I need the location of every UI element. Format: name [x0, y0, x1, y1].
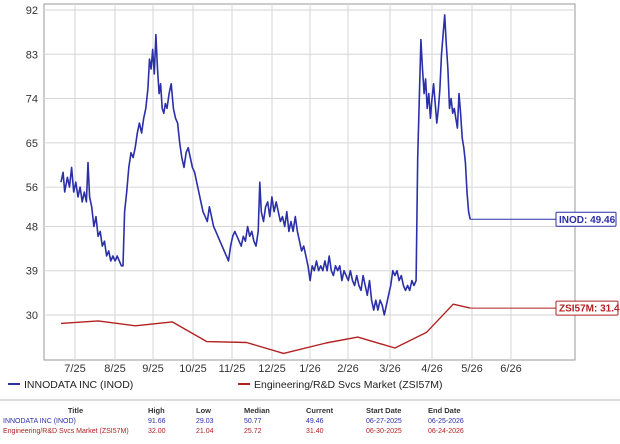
cell-title: Engineering/R&D Svcs Market (ZSI57M): [3, 427, 129, 435]
stats-header-row: Title High Low Median Current Start Date…: [0, 404, 620, 416]
cell-high: 32.00: [148, 427, 166, 435]
y-tick-label: 56: [26, 182, 38, 194]
cell-low: 29.03: [196, 417, 214, 425]
grid: [44, 4, 575, 360]
cell-end-date: 06-24-2026: [428, 427, 464, 435]
cell-title: INNODATA INC (INOD): [3, 417, 76, 425]
header-median: Median: [244, 405, 270, 415]
y-tick-label: 48: [26, 221, 38, 233]
callout-label: ZSI57M: 31.4: [559, 304, 620, 315]
cell-median: 25.72: [244, 427, 262, 435]
cell-start-date: 06-30-2025: [366, 427, 402, 435]
header-end-date: End Date: [428, 405, 461, 415]
y-tick-label: 92: [26, 5, 38, 17]
cell-current: 49.46: [306, 417, 324, 425]
zsi57m-callout: [555, 300, 619, 316]
cell-end-date: 06-25-2026: [428, 417, 464, 425]
inod-callout: [555, 211, 617, 227]
cell-start-date: 06-27-2025: [366, 417, 402, 425]
x-tick-label: 7/25: [64, 363, 85, 375]
y-tick-label: 83: [26, 49, 38, 61]
x-axis-ticks: 7/25 8/25 9/25 10/25 11/25 12/25 1/26 2/26 3/26 4…: [64, 363, 521, 375]
header-title: Title: [67, 405, 84, 415]
x-tick-label: 11/25: [219, 363, 246, 375]
x-tick-label: 5/26: [461, 363, 482, 375]
callout-label: INOD: 49.46: [559, 215, 616, 226]
legend-label-inod: INNODATA INC (INOD): [24, 379, 133, 391]
header-start-date: Start Date: [366, 405, 402, 415]
y-tick-label: 65: [26, 138, 38, 150]
stats-table: Title High Low Median Current Start Date…: [0, 404, 620, 436]
x-tick-label: 9/25: [142, 363, 163, 375]
header-high: High: [148, 405, 165, 415]
legend-label-zsi57m: Engineering/R&D Svcs Market (ZSI57M): [254, 379, 442, 391]
x-tick-label: 4/26: [421, 363, 442, 375]
cell-high: 91.66: [148, 417, 166, 425]
y-tick-label: 74: [26, 94, 38, 106]
cell-current: 31.40: [306, 427, 324, 435]
zsi57m-line: [60, 303, 471, 355]
y-axis-ticks: 92 83 74 65 56 48 39 30: [26, 5, 38, 322]
header-current: Current: [306, 405, 334, 415]
x-tick-label: 8/25: [104, 363, 125, 375]
x-tick-label: 2/26: [337, 363, 358, 375]
series-lines: [60, 14, 471, 355]
header-low: Low: [196, 405, 211, 415]
x-tick-label: 1/26: [299, 363, 320, 375]
callouts: INOD: 49.46 ZSI57M: 31.4: [470, 211, 620, 316]
y-tick-label: 39: [26, 266, 38, 278]
table-row: Engineering/R&D Svcs Market (ZSI57M) 32.…: [0, 426, 620, 436]
table-row: INNODATA INC (INOD) 91.66 29.03 50.77 49…: [0, 416, 620, 426]
cell-median: 50.77: [244, 417, 262, 425]
chart: 92 83 74 65 56 48 39 30 7/25 8/25 9/25 10/25 11/25 1…: [0, 3, 620, 401]
x-tick-label: 6/26: [500, 363, 521, 375]
x-tick-label: 3/26: [379, 363, 400, 375]
x-tick-label: 10/25: [179, 363, 207, 375]
inod-line: [60, 14, 471, 316]
cell-low: 21.04: [196, 427, 214, 435]
x-tick-label: 12/25: [258, 363, 286, 375]
y-tick-label: 30: [26, 310, 38, 322]
